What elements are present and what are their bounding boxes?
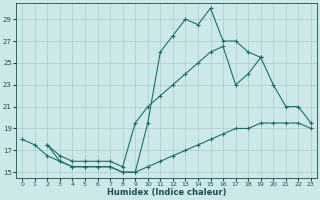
X-axis label: Humidex (Indice chaleur): Humidex (Indice chaleur): [107, 188, 226, 197]
